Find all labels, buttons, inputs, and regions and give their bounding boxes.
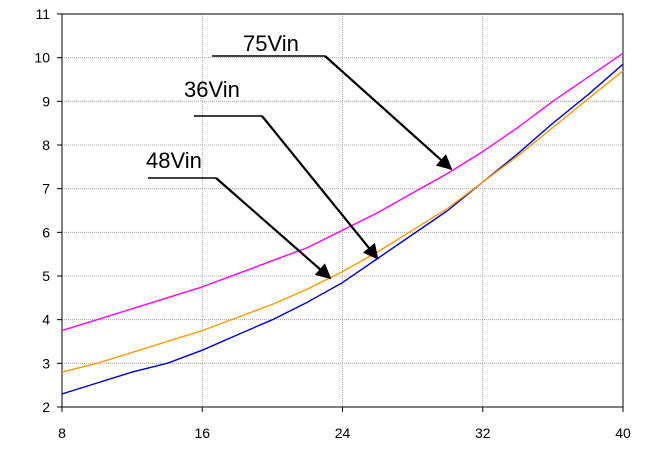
- annotation-36vin: 36Vin: [184, 77, 379, 260]
- y-tick-label: 6: [42, 224, 50, 240]
- series-line-75vin: [61, 52, 624, 332]
- annotation-arrow: [324, 55, 453, 171]
- y-tick-label: 11: [35, 6, 50, 22]
- x-tick-label: 32: [475, 425, 491, 441]
- x-tick-label: 40: [615, 425, 631, 441]
- y-tick-label: 5: [42, 268, 50, 284]
- x-tick-label: 24: [335, 425, 351, 441]
- y-tick-label: 9: [42, 93, 50, 109]
- grid: [62, 14, 623, 407]
- annotation-arrow: [215, 177, 332, 280]
- y-tick-label: 8: [42, 137, 50, 153]
- y-tick-label: 7: [42, 181, 50, 197]
- annotation-75vin: 75Vin: [212, 31, 453, 171]
- annotation-48vin: 48Vin: [146, 148, 332, 280]
- y-tick-label: 2: [42, 399, 50, 415]
- x-tick-label: 8: [58, 425, 66, 441]
- annotation-label: 75Vin: [243, 31, 299, 56]
- y-tick-label: 4: [42, 312, 50, 328]
- series-line-48vin: [61, 70, 624, 373]
- x-tick-label: 16: [194, 425, 210, 441]
- y-tick-label: 10: [34, 50, 50, 66]
- series-line-36vin: [61, 63, 624, 395]
- annotation-label: 48Vin: [146, 148, 202, 173]
- axes: 2 3 4 5 6 7 8 9 10 11 8 16 24 32 40: [34, 6, 631, 441]
- annotation-label: 36Vin: [184, 77, 240, 102]
- series-lines: [61, 52, 624, 395]
- y-tick-label: 3: [42, 355, 50, 371]
- annotation-arrow: [261, 115, 379, 260]
